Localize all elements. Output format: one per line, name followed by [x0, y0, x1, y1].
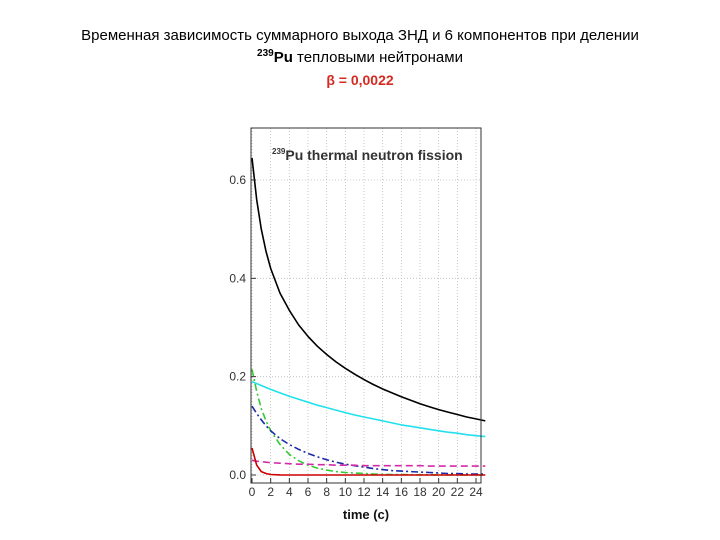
chart-title-text: Pu thermal neutron fission [285, 147, 462, 163]
x-tick-label: 16 [395, 485, 409, 499]
series-line-3 [251, 369, 486, 476]
chart-ticks: 0 2 4 6 8 10 12 14 16 18 20 22 240.00.20.40.6 [229, 173, 483, 499]
x-tick-label: 14 [376, 485, 390, 499]
x-axis-label: time (c) [343, 507, 389, 522]
slide-title-line-2-rest: тепловыми нейтронами [292, 49, 463, 66]
isotope-mass-number: 239 [257, 48, 274, 59]
x-tick-label: 4 [286, 485, 293, 499]
y-tick-label: 0.2 [229, 370, 246, 384]
chart-title: 239Pu thermal neutron fission [272, 147, 463, 163]
x-tick-label: 2 [267, 485, 274, 499]
isotope-symbol: Pu [273, 49, 293, 66]
x-tick-label: 20 [432, 485, 446, 499]
y-tick-label: 0.6 [229, 173, 246, 187]
series-line-5 [251, 459, 486, 467]
x-tick-label: 24 [469, 485, 483, 499]
x-tick-label: 22 [451, 485, 465, 499]
beta-value: β = 0,0022 [326, 72, 394, 88]
series-line-6 [251, 447, 486, 476]
x-tick-label: 8 [323, 485, 330, 499]
x-tick-label: 6 [305, 485, 312, 499]
series-line-4 [251, 405, 486, 475]
y-tick-label: 0.4 [229, 271, 246, 285]
slide-title-line-1: Временная зависимость суммарного выхода … [81, 27, 639, 44]
series-line-1 [251, 157, 486, 422]
series-line-2 [251, 380, 486, 438]
chart-grid [251, 128, 481, 483]
slide-title-line-2: 239Pu тепловыми нейтронами [0, 48, 720, 66]
chart-series [251, 157, 486, 476]
y-tick-label: 0.0 [229, 468, 246, 482]
x-tick-label: 0 [249, 485, 256, 499]
chart-title-mass: 239 [272, 147, 286, 156]
x-tick-label: 12 [357, 485, 371, 499]
x-tick-label: 10 [339, 485, 353, 499]
x-tick-label: 18 [413, 485, 427, 499]
plot-frame [250, 127, 482, 484]
